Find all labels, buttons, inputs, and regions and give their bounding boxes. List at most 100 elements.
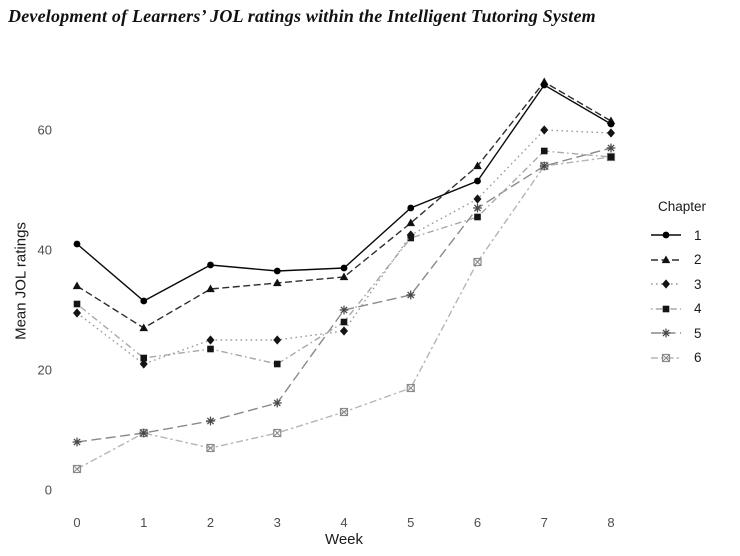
y-tick-label: 40 (38, 243, 52, 258)
boxed-x-marker-icon (340, 408, 348, 416)
boxed-x-marker-icon (606, 152, 616, 162)
triangle-marker-icon (406, 218, 416, 227)
diamond-marker-icon (473, 194, 482, 204)
triangle-marker-icon (72, 281, 82, 290)
x-tick-label: 4 (340, 515, 347, 530)
circle-marker-icon (662, 231, 670, 239)
boxed-x-marker-icon (273, 429, 282, 437)
asterisk-marker-icon (473, 204, 482, 212)
y-axis-label: Mean JOL ratings (12, 222, 30, 340)
legend-key-marker (662, 231, 670, 239)
data-point-chapter-5 (139, 428, 149, 438)
asterisk-marker-icon (273, 399, 281, 407)
data-point-chapter-1 (474, 177, 481, 185)
legend-key-marker (662, 305, 670, 313)
circle-marker-icon (540, 81, 548, 89)
y-tick-label: 20 (38, 363, 52, 378)
data-point-chapter-6 (273, 428, 282, 438)
series-line-chapter-5 (76, 147, 612, 443)
square-marker-icon (662, 305, 670, 313)
data-point-chapter-5 (406, 290, 416, 300)
circle-marker-icon (474, 177, 481, 185)
square-marker-icon (273, 360, 281, 368)
data-point-chapter-3 (273, 335, 282, 345)
data-point-chapter-1 (607, 120, 615, 128)
data-point-chapter-3 (139, 359, 148, 369)
circle-marker-icon (607, 120, 615, 128)
series-line-chapter-2 (76, 81, 612, 329)
diamond-marker-icon (73, 308, 81, 318)
x-tick-label: 2 (207, 515, 214, 530)
boxed-x-marker-icon (473, 258, 482, 266)
boxed-x-marker-icon (473, 257, 482, 267)
legend-key-chapter-2 (651, 255, 681, 263)
triangle-marker-icon (473, 161, 482, 170)
data-point-chapter-3 (473, 194, 482, 204)
triangle-marker-icon (206, 284, 215, 293)
triangle-marker-icon (661, 255, 671, 263)
series-line-chapter-3 (76, 129, 612, 365)
data-point-chapter-2 (206, 284, 215, 293)
x-tick-label: 5 (407, 515, 414, 530)
asterisk-marker-icon (206, 417, 215, 425)
chart-title: Development of Learners’ JOL ratings wit… (8, 6, 596, 26)
legend-key-marker (661, 255, 671, 263)
legend-key-chapter-6 (651, 353, 681, 362)
data-point-chapter-6 (406, 383, 415, 393)
boxed-x-marker-icon (273, 428, 282, 438)
diamond-marker-icon (406, 230, 415, 240)
circle-marker-icon (273, 267, 281, 275)
legend-label-chapter-1: 1 (694, 227, 702, 243)
legend: Chapter 1 2 3 4 5 6 (650, 199, 738, 370)
data-point-chapter-3 (340, 326, 348, 336)
data-point-chapter-5 (473, 203, 482, 213)
diamond-marker-icon (662, 279, 670, 289)
x-tick-label: 8 (607, 515, 614, 530)
legend-key-chapter-5 (651, 328, 681, 338)
legend-label-chapter-2: 2 (694, 252, 702, 268)
x-tick-label: 6 (474, 515, 481, 530)
data-point-chapter-1 (73, 240, 81, 248)
data-point-chapter-2 (339, 272, 349, 281)
legend-label-chapter-4: 4 (694, 301, 702, 317)
data-point-chapter-6 (473, 257, 482, 267)
square-marker-icon (207, 345, 214, 353)
circle-marker-icon (340, 264, 348, 272)
data-point-chapter-3 (206, 335, 215, 345)
legend-title: Chapter (658, 199, 707, 214)
legend-key-chapter-1 (651, 231, 681, 239)
data-point-chapter-4 (207, 345, 214, 353)
circle-marker-icon (207, 261, 214, 269)
legend-key-marker (661, 328, 671, 338)
asterisk-marker-icon (662, 329, 670, 337)
circle-marker-icon (140, 297, 148, 305)
boxed-x-marker-icon (662, 353, 670, 362)
square-marker-icon (474, 213, 481, 221)
x-tick-label: 1 (140, 515, 147, 530)
asterisk-marker-icon (340, 306, 348, 314)
data-point-chapter-2 (139, 323, 149, 332)
asterisk-marker-icon (73, 438, 81, 446)
legend-key-chapter-4 (651, 305, 681, 313)
asterisk-marker-icon (140, 429, 148, 437)
data-point-chapter-1 (140, 297, 148, 305)
asterisk-marker-icon (607, 144, 615, 152)
data-point-chapter-5 (539, 161, 549, 171)
boxed-x-marker-icon (406, 383, 415, 393)
diamond-marker-icon (139, 359, 148, 369)
x-tick-label: 0 (73, 515, 80, 530)
legend-item-chapter-6: 6 (650, 346, 738, 371)
triangle-marker-icon (339, 272, 349, 281)
data-point-chapter-5 (606, 143, 616, 153)
data-point-chapter-5 (339, 305, 349, 315)
x-tick-label: 7 (541, 515, 548, 530)
boxed-x-marker-icon (206, 444, 215, 452)
square-marker-icon (140, 354, 148, 362)
circle-marker-icon (73, 240, 81, 248)
data-point-chapter-3 (406, 230, 415, 240)
diamond-marker-icon (206, 335, 215, 345)
legend-item-chapter-1: 1 (650, 223, 738, 248)
boxed-x-marker-icon (72, 464, 82, 474)
legend-item-chapter-4: 4 (650, 297, 738, 322)
